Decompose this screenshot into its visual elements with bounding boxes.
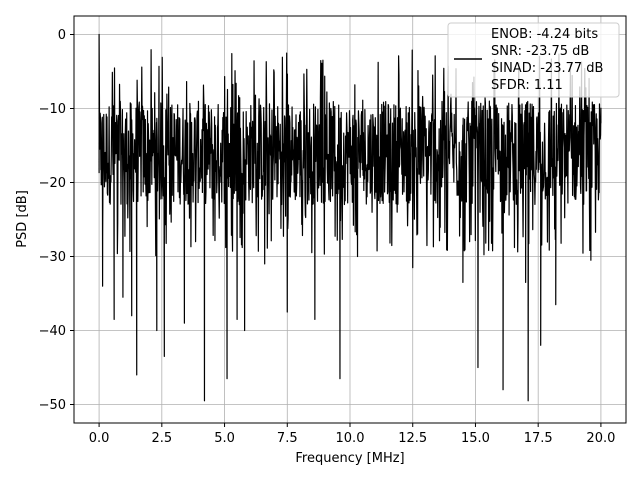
x-tick-label: 20.0 <box>586 431 615 446</box>
legend-entry-enob: ENOB: -4.24 bits <box>491 27 598 42</box>
y-axis-label: PSD [dB] <box>15 190 30 248</box>
x-tick-label: 7.5 <box>277 431 298 446</box>
legend-entry-sfdr: SFDR: 1.11 <box>491 78 563 93</box>
psd-series-line <box>98 33 602 402</box>
x-tick-label: 0.0 <box>89 431 110 446</box>
x-axis-label: Frequency [MHz] <box>295 451 404 466</box>
legend: ENOB: -4.24 bits SNR: -23.75 dB SINAD: -… <box>447 22 620 98</box>
y-tick-label: −20 <box>39 176 66 191</box>
y-tick-label: −30 <box>39 250 66 265</box>
legend-box <box>447 22 620 98</box>
legend-entry-sinad: SINAD: -23.77 dB <box>491 61 603 76</box>
y-tick-label: −40 <box>39 324 66 339</box>
x-axis: 0.0 2.5 5.0 7.5 10.0 12.5 15.0 17.5 20.0 <box>89 423 615 446</box>
y-tick-label: −10 <box>39 102 66 117</box>
x-tick-label: 5.0 <box>214 431 235 446</box>
y-axis: 0 −10 −20 −30 −40 −50 <box>39 28 74 413</box>
x-tick-label: 2.5 <box>151 431 172 446</box>
x-tick-label: 12.5 <box>398 431 427 446</box>
series-group <box>98 33 602 402</box>
x-tick-label: 15.0 <box>461 431 490 446</box>
x-tick-label: 10.0 <box>336 431 365 446</box>
legend-entry-snr: SNR: -23.75 dB <box>491 44 589 59</box>
y-tick-label: −50 <box>39 398 66 413</box>
y-tick-label: 0 <box>58 28 66 43</box>
x-tick-label: 17.5 <box>524 431 553 446</box>
